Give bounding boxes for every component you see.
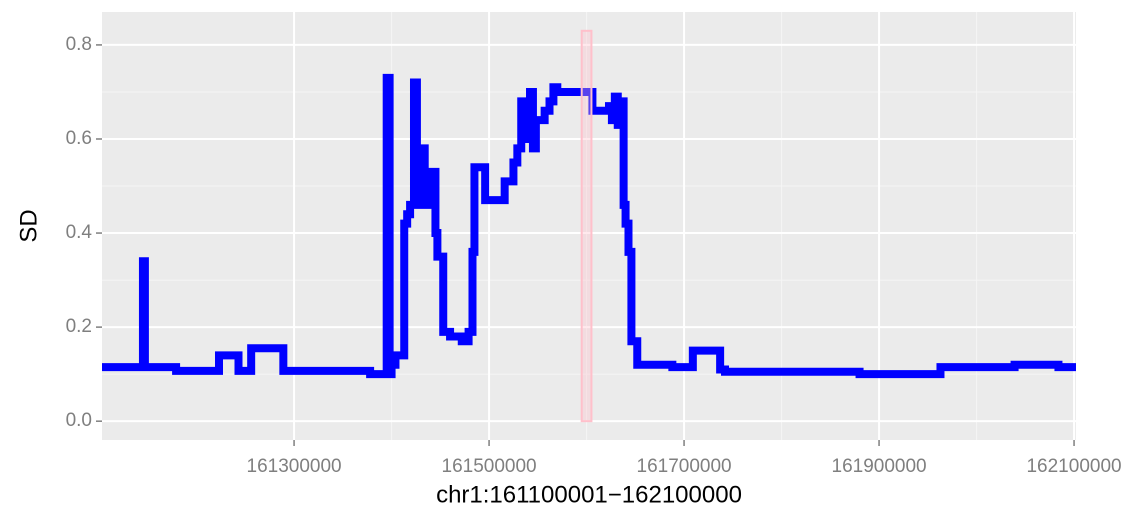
y-tick-label: 0.6 bbox=[66, 128, 92, 149]
x-tick-label: 161900000 bbox=[832, 456, 927, 477]
y-tick-label: 0.2 bbox=[66, 316, 92, 337]
plot-panel bbox=[102, 12, 1076, 440]
y-tick-label: 0.8 bbox=[66, 34, 92, 55]
x-tick-label: 161700000 bbox=[637, 456, 732, 477]
highlight-region bbox=[580, 29, 593, 423]
y-axis-title: SD bbox=[15, 209, 42, 242]
data-line bbox=[102, 73, 1076, 379]
x-tick-label: 162100000 bbox=[1026, 456, 1121, 477]
y-tick-label: 0.0 bbox=[66, 410, 92, 431]
x-tick-label: 161500000 bbox=[442, 456, 537, 477]
x-axis-title: chr1:161100001−162100000 bbox=[436, 481, 742, 508]
x-tick-label: 161300000 bbox=[247, 456, 342, 477]
y-tick-label: 0.4 bbox=[66, 222, 93, 243]
